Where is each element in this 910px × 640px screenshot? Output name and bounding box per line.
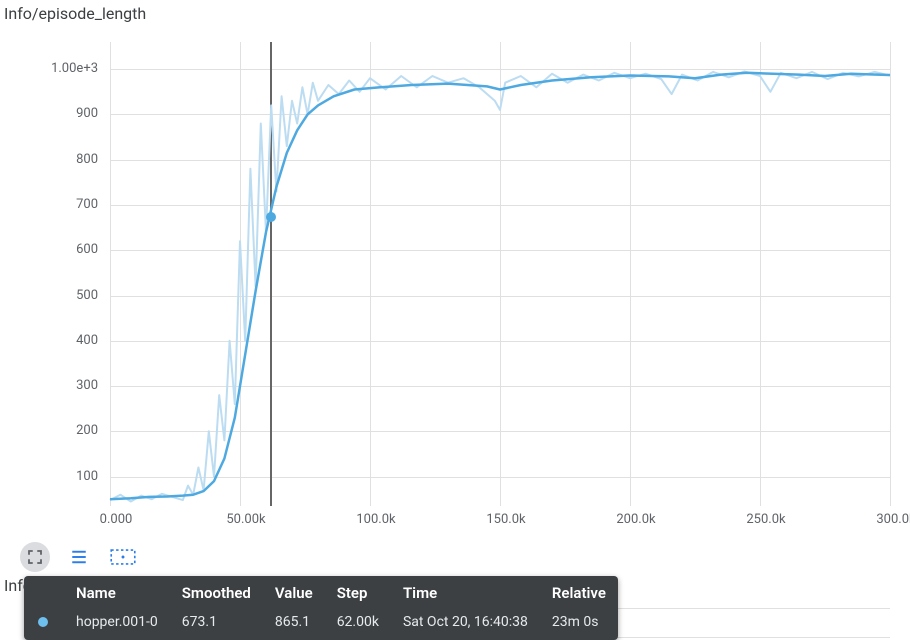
col-step: Step <box>325 576 391 608</box>
col-smoothed: Smoothed <box>170 576 263 608</box>
expand-icon[interactable] <box>20 542 50 572</box>
hover-dot <box>266 212 276 222</box>
cell-time: Sat Oct 20, 16:40:38 <box>391 608 540 640</box>
chart-title: Info/episode_length <box>4 4 146 23</box>
list-icon[interactable] <box>64 542 94 572</box>
smoothed-line <box>110 73 890 499</box>
raw-line <box>110 71 890 501</box>
cell-step: 62.00k <box>325 608 391 640</box>
tooltip-row: hopper.001-0 673.1 865.1 62.00k Sat Oct … <box>24 608 618 640</box>
chart-toolbar <box>20 540 138 574</box>
cell-name: hopper.001-0 <box>64 608 170 640</box>
chart-area[interactable]: 0.00050.00k100.0k150.0k200.0k250.0k300.0… <box>0 30 910 540</box>
cell-value: 865.1 <box>263 608 325 640</box>
cell-smoothed: 673.1 <box>170 608 263 640</box>
fit-icon[interactable] <box>108 542 138 572</box>
col-value: Value <box>263 576 325 608</box>
tooltip-header-row: Name Smoothed Value Step Time Relative <box>24 576 618 608</box>
col-relative: Relative <box>540 576 618 608</box>
hover-tooltip: Name Smoothed Value Step Time Relative h… <box>24 576 618 640</box>
run-color-marker <box>36 615 50 629</box>
cell-relative: 23m 0s <box>540 608 618 640</box>
col-name: Name <box>64 576 170 608</box>
col-time: Time <box>391 576 540 608</box>
